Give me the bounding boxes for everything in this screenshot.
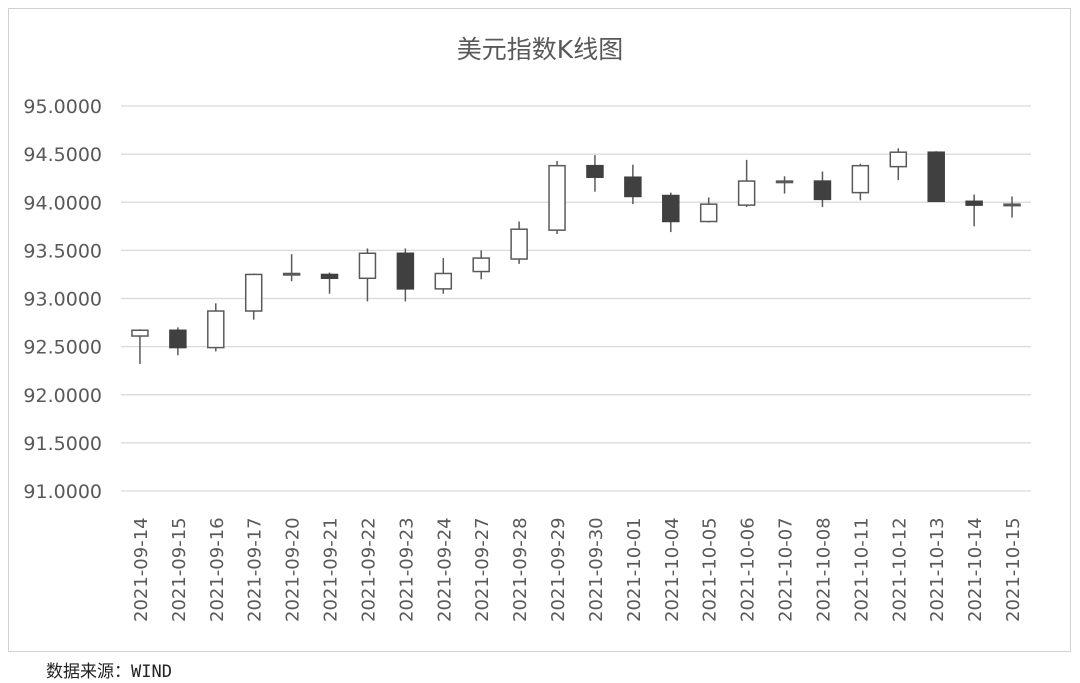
candle-body [927,151,945,203]
candle-body [548,164,566,231]
x-tick-label: 2021-09-17 [245,517,266,622]
candle [775,176,794,194]
y-tick-label: 93.5000 [23,240,102,262]
candle [662,192,680,233]
x-tick-label: 2021-09-14 [131,517,152,622]
x-tick-label: 2021-09-29 [548,517,569,622]
x-tick-label: 2021-09-27 [472,517,493,622]
candle [169,327,187,356]
candle [320,272,339,294]
chart-title: 美元指数K线图 [457,35,623,64]
candle [927,151,945,203]
x-tick-label: 2021-10-04 [662,517,683,622]
candle [1003,196,1021,218]
y-tick-label: 91.0000 [23,481,102,503]
candlestick-chart: 美元指数K线图 91.0000 91.5000 92.0000 92.5000 93.0… [23,35,1031,622]
candle-body [358,252,377,280]
chart-frame [8,8,1071,652]
x-tick-label: 2021-10-13 [927,517,948,622]
candle [282,254,301,282]
x-tick-label: 2021-10-14 [965,517,986,622]
candle [131,329,149,364]
candle [737,159,756,208]
candle [851,163,870,201]
x-tick-label: 2021-10-15 [1003,517,1024,622]
candle-body [889,151,908,168]
x-tick-label: 2021-09-20 [283,517,304,622]
candle [358,248,377,302]
candle-body [282,272,301,276]
data-source: 数据来源：WIND [46,662,172,682]
candle-body [207,310,225,349]
candle [396,248,415,302]
candle [586,155,604,192]
x-tick-label: 2021-10-11 [851,517,872,622]
x-tick-label: 2021-10-01 [624,517,645,622]
candle-body [244,273,263,312]
y-tick-label: 91.5000 [23,433,102,455]
candle-body [737,180,756,206]
x-tick-label: 2021-09-21 [321,517,342,622]
candle [624,164,642,205]
y-tick-label: 94.5000 [23,144,102,166]
candle-body [851,164,870,194]
candle-body [1003,203,1021,207]
candle-body [131,329,149,337]
x-tick-label: 2021-09-22 [358,517,379,622]
x-tick-label: 2021-09-28 [510,517,531,622]
x-tick-label: 2021-09-16 [207,517,228,622]
candle [889,148,908,181]
y-tick-label: 94.0000 [23,192,102,214]
y-tick-label: 93.0000 [23,289,102,311]
y-tick-label: 95.0000 [23,96,102,118]
x-tick-label: 2021-10-05 [700,517,721,622]
candle [207,303,225,352]
y-tick-label: 92.0000 [23,385,102,407]
candle [699,197,718,223]
candle-body [169,329,187,349]
candle [434,258,453,294]
candle-body [510,228,528,260]
candle [244,273,263,320]
candle [472,250,490,280]
candle [510,221,528,264]
x-tick-label: 2021-10-08 [813,517,834,622]
candle-body [775,180,794,184]
candle-body [624,176,642,198]
y-tick-label: 92.5000 [23,337,102,359]
x-tick-label: 2021-10-06 [738,517,759,622]
x-tick-label: 2021-09-23 [396,517,417,622]
x-tick-label: 2021-09-30 [586,517,607,622]
candle-body [699,203,718,223]
x-tick-label: 2021-09-24 [434,517,455,622]
candle-body [472,257,490,273]
candle-body [320,273,339,280]
candle-body [813,180,832,201]
x-tick-label: 2021-10-12 [889,517,910,622]
x-tick-label: 2021-09-15 [169,517,190,622]
candle [965,194,983,227]
candle-body [586,164,604,178]
candle-body [662,194,680,223]
candle-body [965,200,983,206]
candle-body [434,272,453,290]
x-tick-label: 2021-10-07 [776,517,797,622]
candle [548,160,566,235]
candle-body [396,252,415,290]
candle [813,171,832,208]
